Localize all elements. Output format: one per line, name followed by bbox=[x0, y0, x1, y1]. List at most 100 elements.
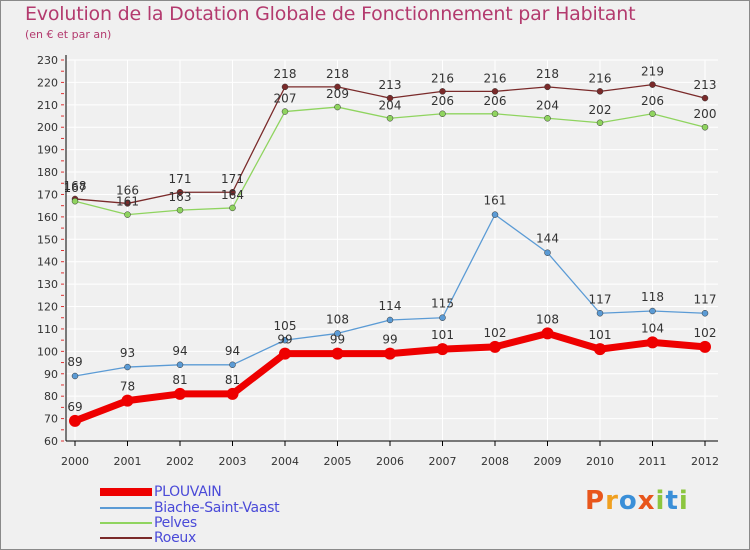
data-label-roeux: 216 bbox=[431, 71, 454, 85]
data-label-roeux: 218 bbox=[274, 67, 297, 81]
data-label-pelves: 163 bbox=[169, 190, 192, 204]
data-label-roeux: 171 bbox=[221, 172, 244, 186]
data-label-biache-saint-vaast: 114 bbox=[379, 299, 402, 313]
logo-letter: i bbox=[678, 486, 689, 516]
data-label-pelves: 207 bbox=[274, 92, 297, 106]
y-tick-label: 150 bbox=[37, 233, 58, 246]
data-point-biache-saint-vaast bbox=[439, 314, 446, 321]
data-label-plouvain: 101 bbox=[589, 328, 612, 342]
data-label-plouvain: 99 bbox=[330, 333, 345, 347]
data-label-biache-saint-vaast: 117 bbox=[589, 292, 612, 306]
data-point-pelves bbox=[334, 103, 341, 111]
logo-letter: P bbox=[585, 486, 606, 516]
data-point-pelves bbox=[229, 204, 236, 212]
y-tick-label: 90 bbox=[44, 368, 58, 381]
y-tick-label: 60 bbox=[44, 435, 58, 448]
data-point-pelves bbox=[439, 110, 446, 118]
y-tick-label: 200 bbox=[37, 121, 58, 134]
data-label-biache-saint-vaast: 161 bbox=[484, 194, 507, 208]
data-label-roeux: 216 bbox=[484, 71, 507, 85]
data-point-roeux bbox=[701, 94, 709, 102]
data-label-pelves: 161 bbox=[116, 195, 139, 209]
logo-letter: o bbox=[618, 486, 638, 516]
legend-swatch-pelves bbox=[100, 521, 152, 524]
data-label-biache-saint-vaast: 94 bbox=[172, 344, 187, 358]
data-label-plouvain: 108 bbox=[536, 312, 559, 326]
y-tick-label: 210 bbox=[37, 99, 58, 112]
x-tick-label: 2003 bbox=[219, 455, 247, 468]
data-point-pelves bbox=[124, 211, 131, 218]
data-point-biache-saint-vaast bbox=[229, 361, 236, 369]
y-tick-label: 130 bbox=[37, 278, 58, 291]
data-label-plouvain: 99 bbox=[277, 333, 292, 347]
data-point-biache-saint-vaast bbox=[544, 249, 551, 256]
data-point-roeux bbox=[439, 88, 446, 95]
x-tick-label: 2006 bbox=[376, 455, 404, 468]
data-point-pelves bbox=[281, 108, 289, 115]
data-label-roeux: 168 bbox=[64, 179, 87, 193]
data-point-roeux bbox=[596, 88, 604, 95]
data-label-biache-saint-vaast: 94 bbox=[225, 344, 240, 358]
data-label-plouvain: 99 bbox=[382, 333, 397, 347]
data-point-pelves bbox=[701, 123, 709, 131]
y-tick-label: 180 bbox=[37, 166, 58, 179]
data-point-pelves bbox=[596, 119, 604, 127]
chart-subtitle: (en € et par an) bbox=[25, 28, 112, 41]
x-tick-label: 2002 bbox=[166, 455, 194, 468]
data-point-roeux bbox=[491, 88, 499, 95]
data-label-plouvain: 101 bbox=[431, 328, 454, 342]
y-tick-label: 120 bbox=[37, 301, 58, 314]
data-point-plouvain bbox=[646, 336, 659, 349]
data-label-biache-saint-vaast: 108 bbox=[326, 312, 349, 326]
data-label-plouvain: 78 bbox=[120, 380, 135, 394]
proxiti-logo: Proxiti bbox=[585, 486, 689, 516]
data-label-pelves: 164 bbox=[221, 188, 244, 202]
data-label-pelves: 204 bbox=[536, 98, 559, 112]
data-label-plouvain: 81 bbox=[172, 373, 187, 387]
data-label-pelves: 200 bbox=[694, 107, 717, 121]
legend-label-biache-saint-vaast: Biache-Saint-Vaast bbox=[154, 499, 280, 516]
data-point-plouvain bbox=[279, 347, 291, 360]
data-point-biache-saint-vaast bbox=[649, 307, 656, 315]
data-label-biache-saint-vaast: 93 bbox=[120, 346, 135, 360]
y-tick-label: 140 bbox=[37, 256, 58, 269]
data-label-pelves: 206 bbox=[641, 94, 664, 108]
data-label-roeux: 218 bbox=[326, 67, 349, 81]
data-point-pelves bbox=[491, 110, 499, 118]
data-point-pelves bbox=[544, 115, 551, 122]
logo-letter: r bbox=[605, 486, 619, 516]
data-label-roeux: 218 bbox=[536, 67, 559, 81]
data-point-pelves bbox=[386, 115, 394, 122]
data-point-roeux bbox=[281, 83, 289, 91]
data-label-biache-saint-vaast: 115 bbox=[431, 297, 454, 311]
data-point-roeux bbox=[544, 83, 551, 91]
y-tick-label: 160 bbox=[37, 211, 58, 224]
y-tick-label: 170 bbox=[37, 188, 58, 201]
data-point-roeux bbox=[386, 94, 394, 102]
data-label-biache-saint-vaast: 105 bbox=[274, 319, 297, 333]
data-label-roeux: 213 bbox=[694, 78, 717, 92]
legend-swatch-biache-saint-vaast bbox=[100, 506, 152, 509]
legend-item-biache-saint-vaast: Biache-Saint-Vaast bbox=[100, 499, 280, 516]
data-point-plouvain bbox=[69, 414, 81, 427]
data-point-biache-saint-vaast bbox=[124, 363, 131, 371]
data-label-pelves: 209 bbox=[326, 87, 349, 101]
data-point-roeux bbox=[649, 81, 656, 88]
x-tick-label: 2010 bbox=[586, 455, 614, 468]
data-label-roeux: 219 bbox=[641, 65, 664, 79]
data-label-roeux: 171 bbox=[169, 172, 192, 186]
x-tick-label: 2009 bbox=[534, 455, 562, 468]
data-point-plouvain bbox=[489, 340, 501, 353]
x-tick-label: 2008 bbox=[481, 455, 509, 468]
x-tick-label: 2007 bbox=[429, 455, 457, 468]
x-tick-label: 2000 bbox=[61, 455, 89, 468]
data-point-roeux bbox=[229, 188, 236, 196]
data-label-plouvain: 104 bbox=[641, 321, 664, 335]
x-tick-label: 2011 bbox=[639, 455, 667, 468]
legend-swatch-roeux bbox=[100, 536, 152, 539]
legend-item-pelves: Pelves bbox=[100, 515, 197, 531]
logo-letter: x bbox=[637, 486, 656, 516]
data-label-biache-saint-vaast: 118 bbox=[641, 290, 664, 304]
data-point-plouvain bbox=[121, 394, 134, 407]
